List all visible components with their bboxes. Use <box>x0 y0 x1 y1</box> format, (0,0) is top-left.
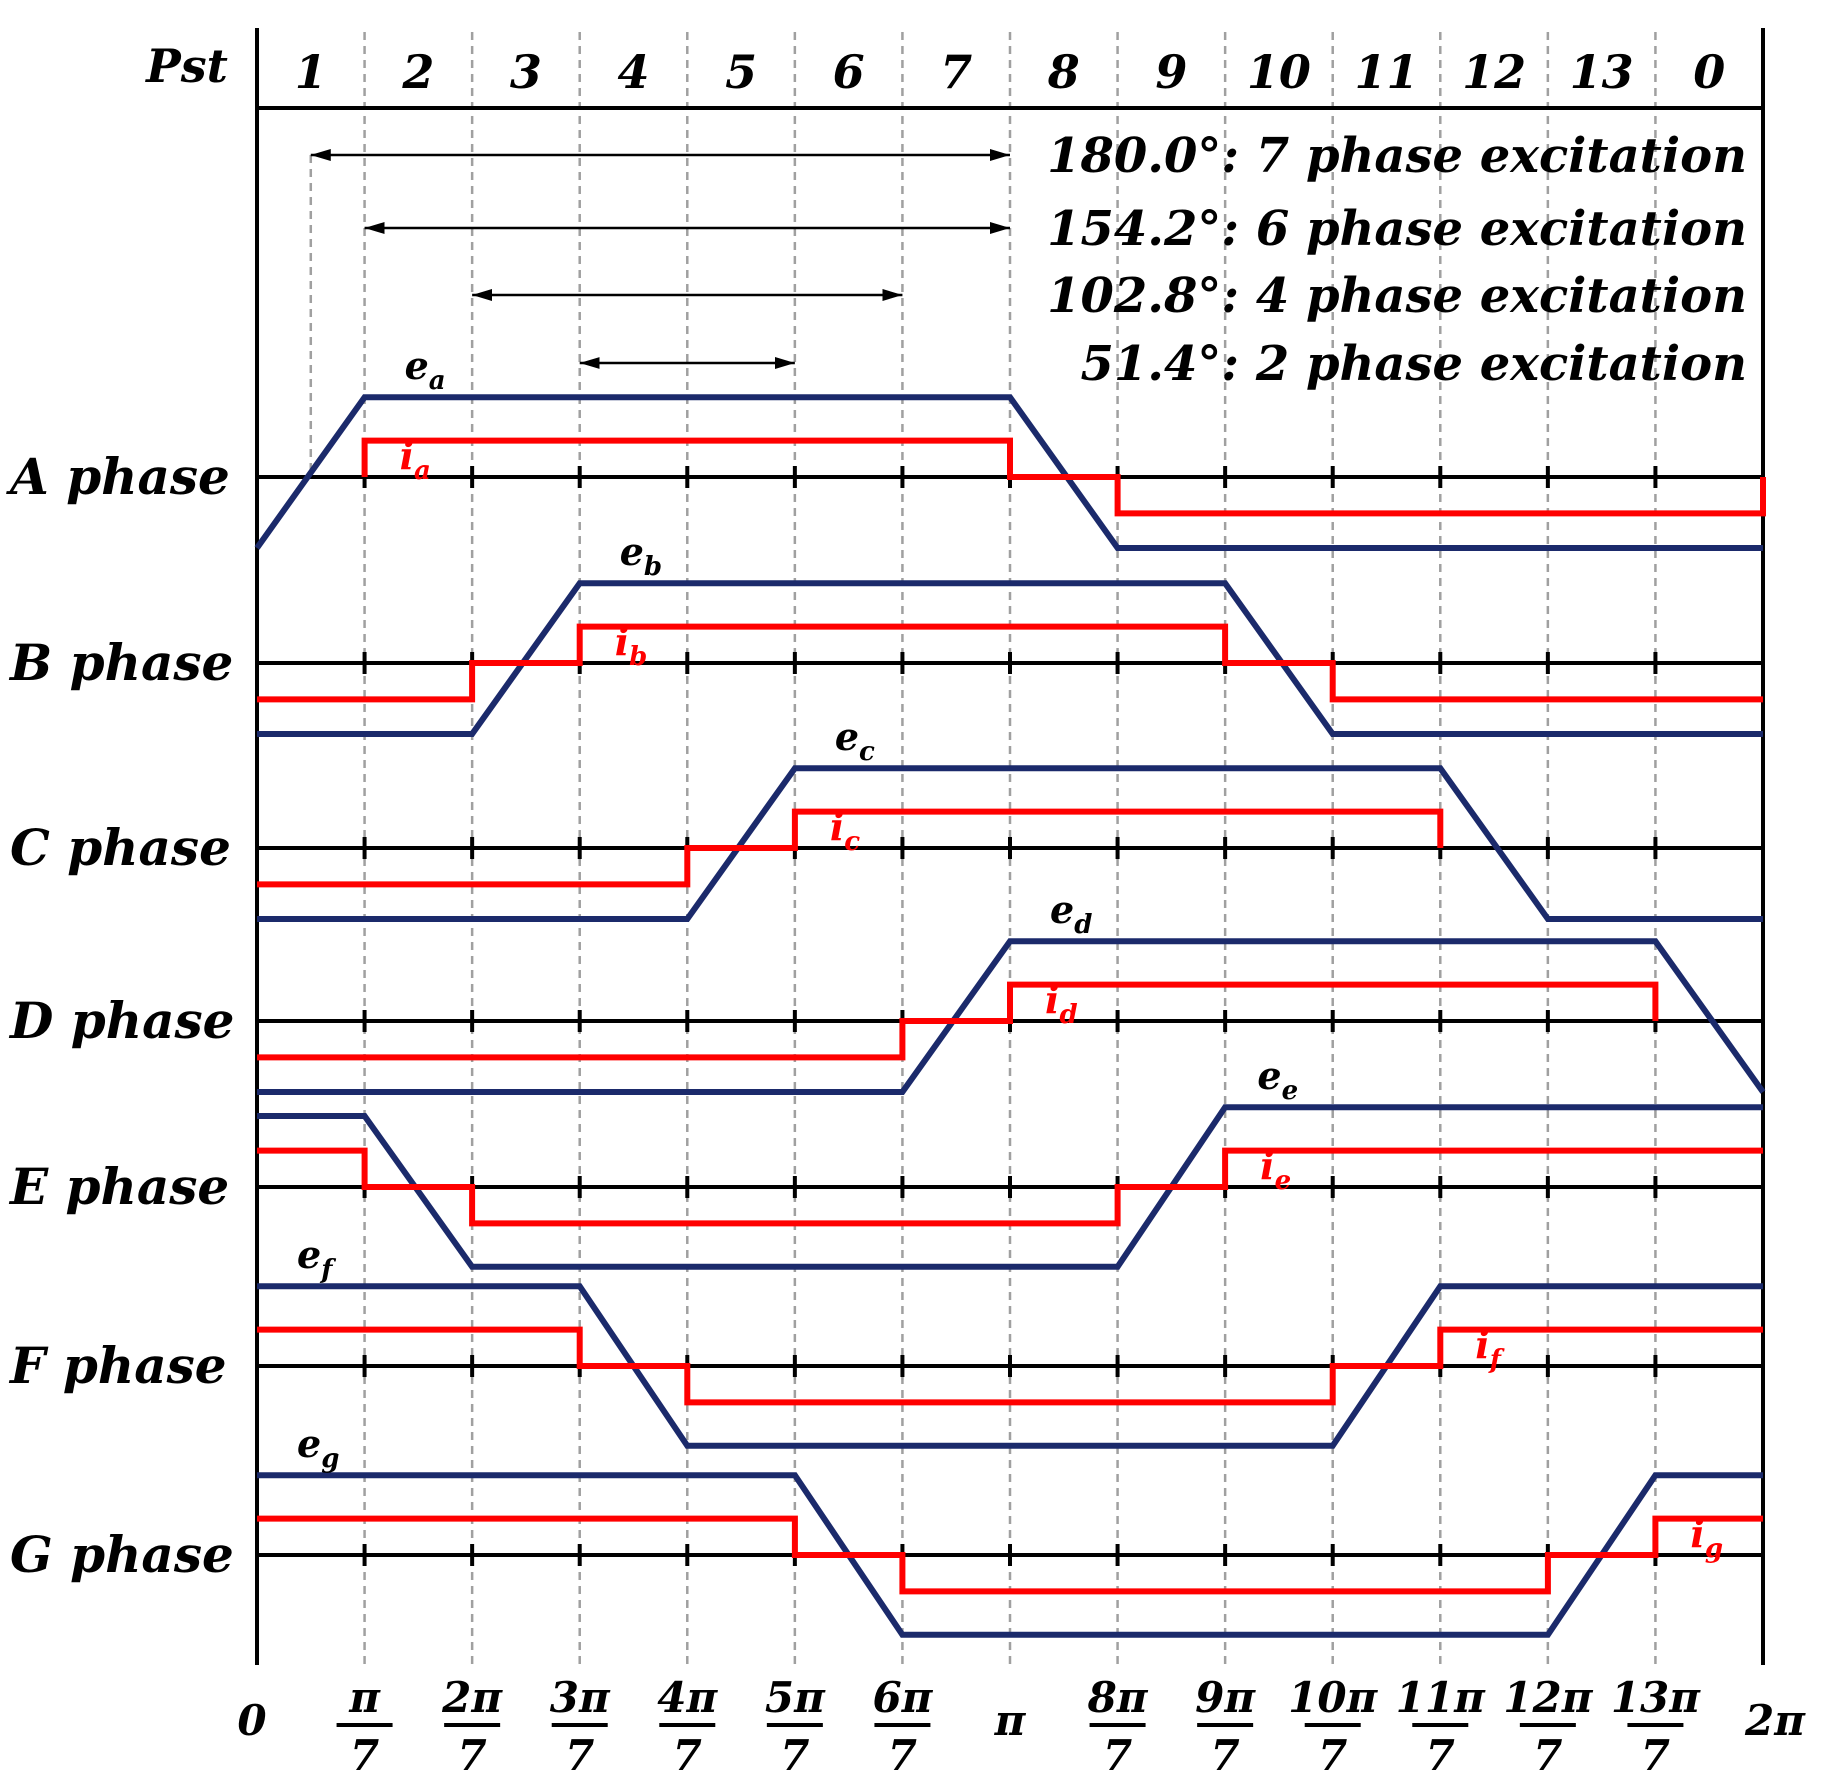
angle-denominator: 7 <box>350 1731 379 1780</box>
back-emf-waveform <box>257 1104 1763 1270</box>
phase-label: E phase <box>8 1157 229 1216</box>
angle-numerator: π <box>348 1673 381 1722</box>
angle-denominator: 7 <box>888 1731 917 1780</box>
phase-current-waveform <box>257 623 1763 703</box>
phase-label: B phase <box>8 633 233 692</box>
back-emf-waveform <box>257 765 1763 922</box>
phase-label: A phase <box>6 447 230 506</box>
phase-group: D phase ed id <box>8 887 1766 1095</box>
angle-numerator: 9π <box>1195 1673 1256 1722</box>
emf-label: eb <box>620 529 662 582</box>
angle-denominator: 7 <box>1426 1731 1455 1780</box>
position-label: 3 <box>510 45 542 99</box>
position-label: 1 <box>295 45 327 99</box>
back-emf-waveform <box>257 1283 1763 1449</box>
back-emf-waveform <box>257 580 1763 737</box>
position-label: 4 <box>617 45 649 99</box>
phase-label: C phase <box>10 818 231 877</box>
current-label: ic <box>830 804 860 857</box>
current-label: ie <box>1260 1143 1291 1196</box>
angle-numerator: 12π <box>1503 1673 1593 1722</box>
excitation-label: 154.2°: 6 phase excitation <box>1047 201 1747 257</box>
angle-denominator: 7 <box>1533 1731 1562 1780</box>
current-label: ib <box>615 619 648 672</box>
position-label: 11 <box>1354 45 1418 99</box>
angle-numerator: 13π <box>1611 1673 1701 1722</box>
phase-group: C phase ec ic <box>10 714 1763 922</box>
back-emf-waveform <box>257 1472 1763 1638</box>
excitation-label: 102.8°: 4 phase excitation <box>1047 268 1747 324</box>
angle-denominator: 7 <box>458 1731 487 1780</box>
excitation-ranges: 180.0°: 7 phase excitation 154.2°: 6 phas… <box>310 128 1748 392</box>
angle-denominator: 7 <box>1211 1731 1240 1780</box>
angle-label: 2π <box>1744 1696 1806 1745</box>
position-label: 7 <box>940 45 972 99</box>
current-label: ia <box>400 433 431 486</box>
angle-denominator: 7 <box>1103 1731 1132 1780</box>
back-emf-waveform <box>254 394 1763 551</box>
position-label: 13 <box>1570 45 1634 99</box>
phase-current-waveform <box>257 1326 1763 1406</box>
angle-numerator: 3π <box>550 1673 611 1722</box>
angle-numerator: 5π <box>765 1673 826 1722</box>
angle-numerator: 8π <box>1087 1673 1149 1722</box>
position-label: 8 <box>1047 45 1080 99</box>
angle-axis: 0 π 7 2π 7 3π 7 4π 7 5π 7 6π 7 π 8π 7 9π 7 10π 7 11π 7 12π 7 13π… <box>237 1673 1806 1780</box>
emf-label: ef <box>297 1232 336 1285</box>
phase-current-waveform <box>257 808 1444 888</box>
angle-denominator: 7 <box>1641 1731 1670 1780</box>
pst-label: Pst <box>144 39 228 93</box>
angle-label: π <box>994 1696 1027 1745</box>
angle-label: 0 <box>237 1696 266 1745</box>
phase-current-waveform <box>257 1147 1763 1227</box>
position-label: 2 <box>401 45 434 99</box>
phase-group: G phase eg ig <box>10 1421 1763 1638</box>
emf-label: eg <box>297 1421 339 1474</box>
phase-current-waveform <box>257 1515 1763 1595</box>
phase-group: B phase eb ib <box>8 529 1763 737</box>
position-label: 12 <box>1462 45 1526 99</box>
angle-numerator: 4π <box>657 1673 718 1722</box>
emf-label: ee <box>1257 1053 1298 1106</box>
angle-numerator: 2π <box>441 1673 503 1722</box>
current-label: if <box>1475 1322 1504 1375</box>
emf-label: ed <box>1050 887 1092 940</box>
angle-numerator: 11π <box>1396 1673 1486 1722</box>
position-header: Pst 1 2 3 4 5 6 7 8 9 10 11 12 13 0 <box>144 39 1763 110</box>
current-label: id <box>1045 977 1078 1030</box>
position-label: 0 <box>1693 45 1725 99</box>
position-label: 5 <box>725 45 757 99</box>
position-label: 6 <box>833 45 865 99</box>
phase-group: F phase ef if <box>8 1232 1763 1449</box>
position-label: 10 <box>1247 45 1311 99</box>
angle-numerator: 10π <box>1288 1673 1378 1722</box>
phase-label: F phase <box>8 1336 227 1395</box>
emf-label: ea <box>405 343 446 396</box>
angle-denominator: 7 <box>780 1731 809 1780</box>
phase-label: G phase <box>10 1525 234 1584</box>
phase-label: D phase <box>8 991 234 1050</box>
angle-numerator: 6π <box>872 1673 933 1722</box>
phase-waveforms: A phase ea ia B phase eb ib C phase ec ic D phase… <box>6 343 1766 1638</box>
excitation-label: 180.0°: 7 phase excitation <box>1047 128 1747 184</box>
angle-denominator: 7 <box>1318 1731 1347 1780</box>
phase-group: E phase ee ie <box>8 1053 1763 1270</box>
back-emf-waveform <box>257 938 1766 1095</box>
excitation-label: 51.4°: 2 phase excitation <box>1081 336 1748 392</box>
phase-current-waveform <box>361 437 1766 517</box>
current-label: ig <box>1690 1511 1723 1564</box>
phase-current-waveform <box>257 981 1659 1061</box>
phase-group: A phase ea ia <box>6 343 1766 551</box>
angle-denominator: 7 <box>673 1731 702 1780</box>
position-label: 9 <box>1155 45 1187 99</box>
angle-denominator: 7 <box>565 1731 594 1780</box>
emf-label: ec <box>835 714 875 767</box>
